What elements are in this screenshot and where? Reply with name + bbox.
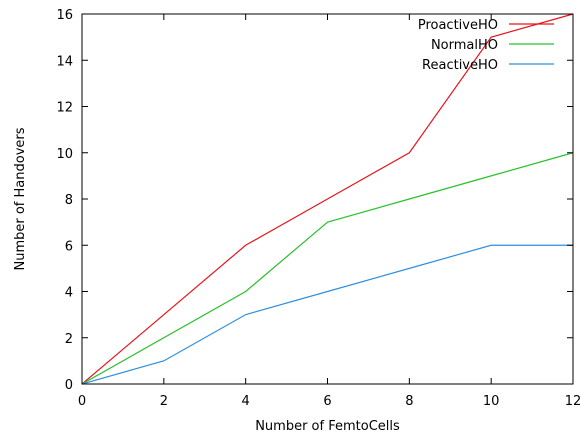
y-tick-label: 2 — [65, 332, 73, 347]
y-tick-label: 16 — [56, 8, 73, 23]
x-tick-label: 4 — [242, 394, 250, 409]
legend: ProactiveHO NormalHO ReactiveHO — [418, 18, 554, 73]
x-tick-label: 6 — [323, 394, 331, 409]
y-tick-label: 4 — [65, 286, 73, 301]
series-layer — [81, 13, 574, 385]
y-tick-label: 14 — [56, 54, 73, 69]
x-tick-label: 2 — [160, 394, 168, 409]
series-line-normalho — [81, 152, 574, 385]
y-tick-label: 12 — [56, 101, 73, 116]
y-tick-label: 8 — [65, 193, 73, 208]
y-tick-label: 0 — [65, 378, 73, 393]
x-tick-label: 12 — [565, 394, 581, 409]
series-line-reactiveho — [81, 244, 573, 385]
y-tick-label: 6 — [65, 239, 73, 254]
x-tick-label: 8 — [405, 394, 413, 409]
legend-label-normalho: NormalHO — [431, 38, 498, 53]
series-line-proactiveho — [81, 13, 574, 385]
legend-label-proactiveho: ProactiveHO — [418, 18, 498, 33]
axes-layer: 0 2 4 6 8 10 12 0 2 4 6 8 10 12 14 16 — [56, 8, 581, 409]
y-axis-title: Number of Handovers — [13, 127, 28, 270]
x-axis-title: Number of FemtoCells — [255, 419, 400, 434]
x-tick-label: 10 — [483, 394, 500, 409]
x-tick-label: 0 — [78, 394, 86, 409]
legend-label-reactiveho: ReactiveHO — [422, 58, 498, 73]
y-tick-label: 10 — [56, 147, 73, 162]
